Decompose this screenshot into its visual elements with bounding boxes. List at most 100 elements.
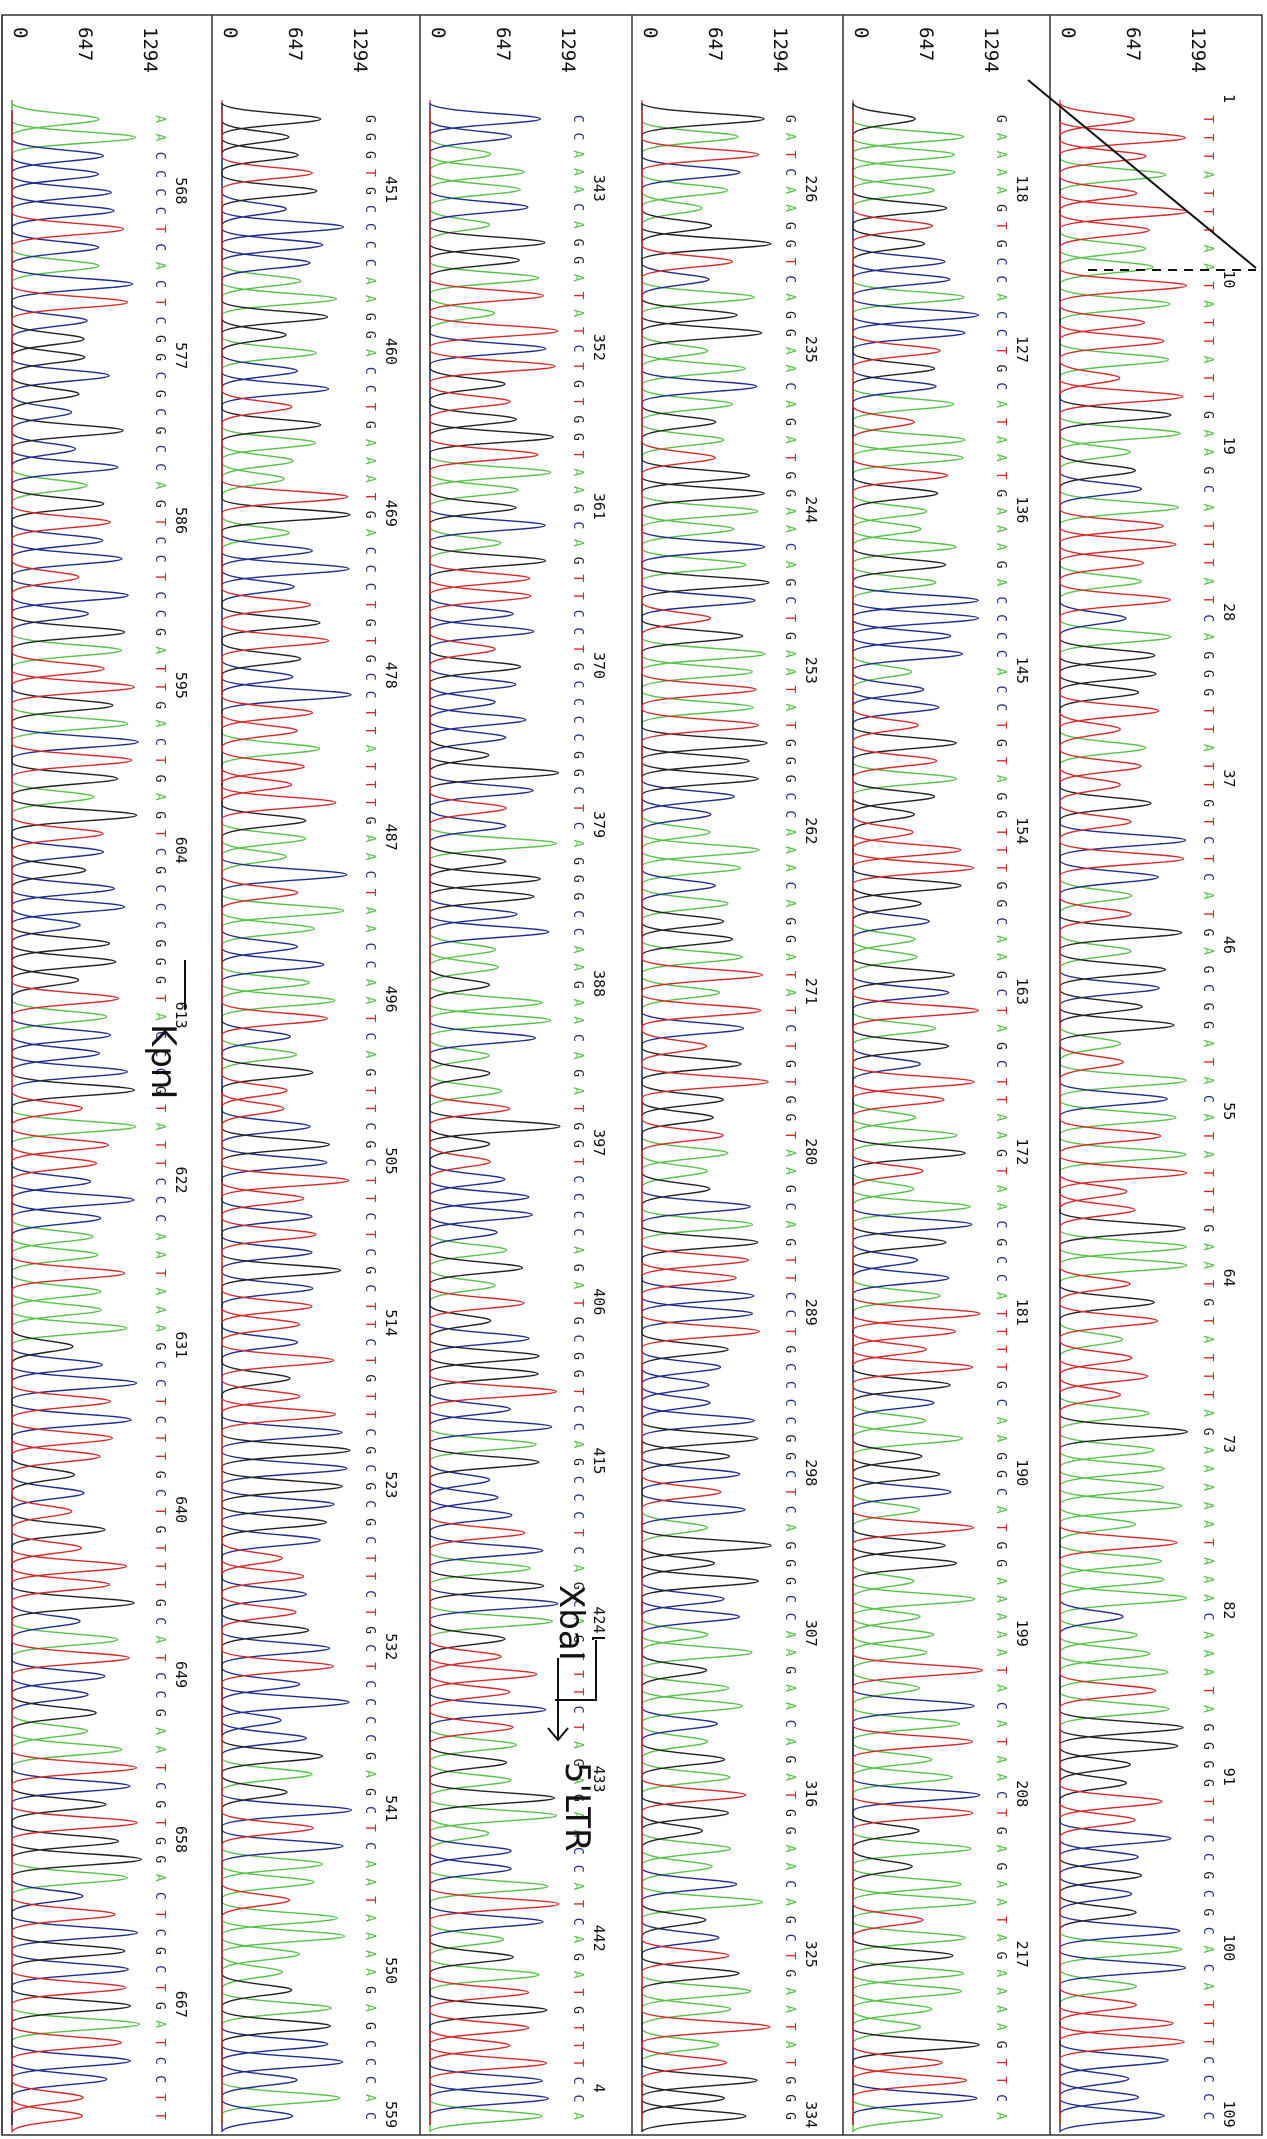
base-call: A — [362, 457, 377, 465]
base-call: T — [362, 1410, 377, 1418]
base-call: G — [1200, 1428, 1215, 1436]
base-call: A — [782, 703, 797, 711]
base-call: G — [362, 1069, 377, 1077]
base-call: G — [993, 1541, 1008, 1549]
position-label: 523 — [382, 1471, 400, 1498]
base-call: T — [152, 1764, 167, 1772]
base-call: T — [362, 1320, 377, 1328]
base-call: G — [1200, 411, 1215, 419]
base-call: A — [782, 293, 797, 301]
base-call: A — [993, 1755, 1008, 1763]
base-call: A — [782, 2041, 797, 2049]
base-call: C — [993, 1702, 1008, 1710]
base-call: T — [152, 683, 167, 691]
base-call: T — [570, 645, 585, 653]
base-call: A — [1200, 892, 1215, 900]
position-label: 649 — [172, 1661, 190, 1688]
base-call: G — [782, 2076, 797, 2084]
base-call: T — [152, 1562, 167, 1570]
base-call: C — [152, 1782, 167, 1790]
base-call: G — [152, 811, 167, 819]
base-call: A — [782, 989, 797, 997]
base-call: A — [152, 1123, 167, 1131]
base-call: C — [570, 115, 585, 123]
base-call: C — [362, 1212, 377, 1220]
base-call: T — [362, 1015, 377, 1023]
base-call: T — [1200, 596, 1215, 604]
panel-2: 1294 647 0 G A A A A G T G C C A C C T G C A T A A T G A A A G A C C C C A… — [850, 27, 1031, 2133]
base-call: C — [570, 1034, 585, 1042]
trace-T — [641, 110, 771, 2125]
base-call: T — [152, 518, 167, 526]
base-call: C — [1200, 1853, 1215, 1861]
base-call: G — [782, 489, 797, 497]
base-call: G — [362, 511, 377, 519]
base-call: A — [993, 1185, 1008, 1193]
base-call: T — [1200, 226, 1215, 234]
base-call: T — [1200, 1797, 1215, 1805]
trace-G — [11, 110, 142, 2125]
base-call: C — [782, 810, 797, 818]
base-call: T — [362, 763, 377, 771]
base-call: C — [570, 627, 585, 635]
base-call: C — [782, 1292, 797, 1300]
base-call: C — [993, 686, 1008, 694]
base-call: A — [782, 864, 797, 872]
base-call: A — [362, 439, 377, 447]
base-call: G — [782, 1238, 797, 1246]
base-call: G — [152, 701, 167, 709]
base-call: A — [993, 1987, 1008, 1995]
position-label: 388 — [590, 970, 608, 997]
position-label: 361 — [590, 493, 608, 520]
base-call: C — [782, 596, 797, 604]
base-call: A — [152, 1636, 167, 1644]
base-call: A — [362, 295, 377, 303]
base-call: T — [1200, 1317, 1215, 1325]
base-call: G — [782, 1541, 797, 1549]
base-call: G — [570, 1370, 585, 1378]
position-label: 541 — [382, 1795, 400, 1822]
base-call: C — [993, 1060, 1008, 1068]
base-call: C — [362, 1734, 377, 1742]
trace-A — [641, 110, 766, 2125]
base-call: G — [152, 1086, 167, 1094]
base-call: T — [362, 1824, 377, 1832]
base-call: G — [152, 939, 167, 947]
base-call: C — [570, 1334, 585, 1342]
base-call: G — [993, 971, 1008, 979]
base-call: T — [1200, 1354, 1215, 1362]
position-label: 46 — [1220, 936, 1238, 954]
base-call: C — [152, 1892, 167, 1900]
base-call: C — [362, 871, 377, 879]
base-call: T — [993, 1345, 1008, 1353]
base-call: C — [570, 203, 585, 211]
base-call: G — [782, 1060, 797, 1068]
base-call: T — [993, 1524, 1008, 1532]
base-call: A — [993, 1969, 1008, 1977]
base-call: A — [570, 1776, 585, 1784]
base-call: T — [1200, 2038, 1215, 2046]
base-call: T — [570, 1299, 585, 1307]
position-label: 1 — [1220, 94, 1238, 103]
y-tick-label: 647 — [915, 27, 937, 61]
base-call: G — [570, 504, 585, 512]
base-call: C — [570, 698, 585, 706]
position-label: 478 — [382, 662, 400, 689]
base-call: T — [1200, 781, 1215, 789]
base-call: G — [993, 793, 1008, 801]
base-call: G — [362, 115, 377, 123]
base-call: C — [152, 1965, 167, 1973]
base-call: T — [152, 2094, 167, 2102]
position-label: 559 — [382, 2101, 400, 2128]
base-call: G — [152, 353, 167, 361]
base-call: G — [782, 1434, 797, 1442]
trace-A — [429, 110, 558, 2133]
base-call: A — [782, 1167, 797, 1175]
base-call: A — [362, 853, 377, 861]
base-call: T — [362, 1662, 377, 1670]
base-call: A — [1200, 1335, 1215, 1343]
y-tick-label: 1294 — [557, 27, 579, 73]
base-call: C — [362, 1716, 377, 1724]
base-call: G — [1200, 1761, 1215, 1769]
base-call: T — [993, 418, 1008, 426]
